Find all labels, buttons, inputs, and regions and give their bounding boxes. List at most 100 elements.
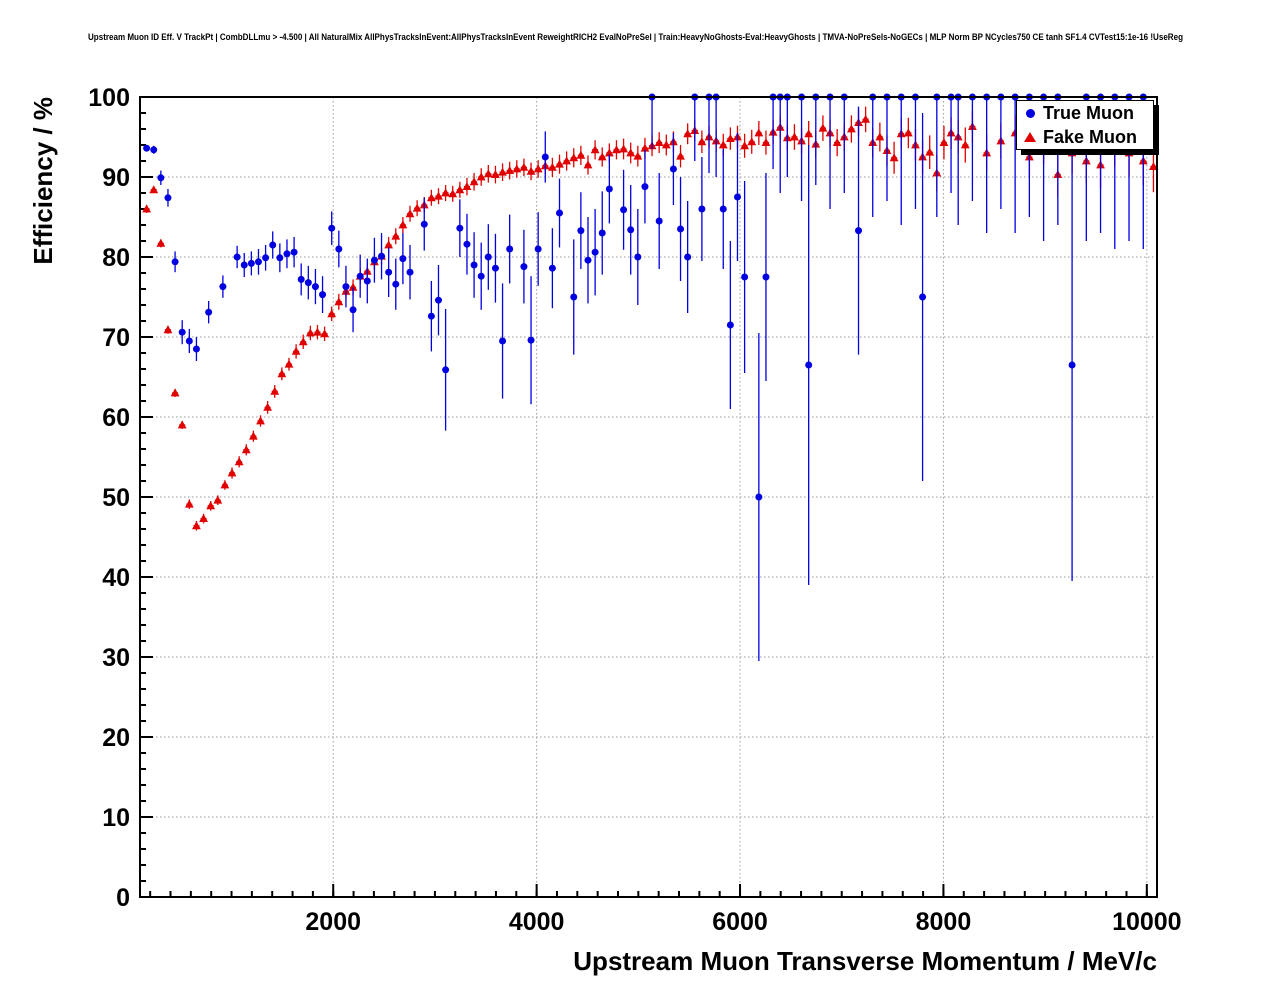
data-point-triangle [903, 128, 913, 137]
y-tick-label: 50 [102, 484, 130, 512]
data-point-circle [598, 229, 606, 237]
data-point-triangle [491, 170, 500, 178]
data-point-circle [762, 273, 770, 281]
data-point-circle [254, 258, 262, 266]
data-point-circle [276, 254, 284, 262]
data-point-circle [520, 263, 528, 271]
x-axis-title: Upstream Muon Transverse Momentum / MeV/… [573, 946, 1157, 976]
y-tick-label: 0 [116, 884, 130, 912]
data-point-circle [406, 268, 414, 276]
data-point-circle [392, 280, 400, 288]
data-point-triangle [469, 177, 479, 186]
data-point-circle [655, 217, 663, 225]
data-point-circle [726, 321, 734, 329]
data-point-circle [171, 258, 179, 266]
data-point-triangle [234, 457, 244, 466]
data-point-circle [283, 250, 291, 258]
data-point-triangle [391, 231, 401, 240]
data-point-circle [570, 293, 578, 301]
data-point-circle [484, 253, 492, 261]
data-point-triangle [227, 468, 237, 477]
data-point-triangle [725, 134, 735, 142]
x-tick-label: 6000 [712, 908, 768, 936]
data-point-triangle [604, 148, 614, 157]
data-point-triangle [412, 203, 422, 212]
data-point-triangle [939, 138, 949, 146]
data-point-circle [164, 194, 172, 202]
data-point-circle [527, 336, 535, 344]
data-point-triangle [1149, 162, 1158, 170]
data-point-triangle [619, 144, 628, 153]
data-point-circle [755, 493, 763, 501]
data-point-triangle [569, 153, 579, 162]
data-point-triangle [861, 114, 871, 123]
fake-muon-marker-icon [1024, 132, 1036, 142]
data-point-circle [311, 283, 319, 291]
data-point-triangle [305, 328, 315, 337]
data-point-circle [641, 183, 649, 191]
data-point-circle [297, 275, 305, 283]
y-axis-title: Efficiency / % [28, 97, 58, 265]
data-point-circle [463, 240, 471, 248]
data-point-circle [605, 185, 613, 193]
data-point-triangle [697, 137, 707, 146]
data-point-triangle [384, 240, 394, 249]
data-point-triangle [291, 346, 301, 355]
data-point-triangle [583, 160, 593, 169]
data-point-circle [269, 241, 277, 249]
data-point-triangle [576, 150, 586, 159]
data-point-circle [185, 337, 193, 345]
data-point-triangle [270, 386, 280, 395]
data-point-circle [627, 226, 635, 234]
data-point-triangle [683, 129, 693, 138]
legend-label: Fake Muon [1043, 127, 1138, 147]
data-point-triangle [654, 138, 664, 146]
data-point-triangle [597, 152, 607, 161]
data-point-triangle [505, 166, 515, 174]
data-point-triangle [213, 495, 223, 504]
data-point-circle [534, 245, 542, 253]
data-point-circle [363, 277, 371, 285]
plot-frame [139, 96, 1158, 898]
data-point-circle [805, 361, 813, 369]
data-point-triangle [398, 220, 408, 229]
data-point-triangle [476, 172, 486, 181]
data-point-triangle [256, 416, 265, 425]
data-point-circle [591, 248, 599, 256]
data-point-triangle [263, 402, 273, 411]
data-point-triangle [455, 185, 465, 194]
data-point-circle [506, 245, 514, 253]
data-point-circle [1068, 361, 1076, 369]
data-point-circle [677, 225, 685, 233]
data-point-circle [335, 245, 343, 253]
data-point-triangle [960, 140, 970, 149]
data-point-circle [541, 153, 549, 161]
y-tick-label: 20 [102, 724, 130, 752]
y-tick-label: 10 [102, 804, 130, 832]
y-tick-label: 60 [102, 404, 130, 432]
data-point-triangle [149, 185, 159, 194]
data-point-triangle [790, 132, 799, 141]
data-point-circle [470, 261, 478, 269]
data-point-circle [420, 220, 428, 228]
data-point-triangle [192, 521, 201, 530]
data-point-circle [477, 272, 485, 280]
data-point-triangle [526, 166, 536, 175]
data-point-circle [919, 293, 927, 301]
data-point-circle [442, 366, 450, 374]
data-point-circle [143, 144, 151, 152]
tick-labels: 0 10 20 30 40 50 60 70 80 90 100 2000 4000 6000 8000 10… [88, 84, 1181, 936]
data-point-circle [577, 227, 585, 235]
data-point-triangle [348, 282, 358, 291]
data-point-circle [349, 306, 357, 314]
data-point-triangle [483, 169, 493, 178]
data-point-circle [233, 253, 241, 261]
data-point-circle [434, 296, 442, 304]
y-tick-label: 80 [102, 244, 130, 272]
data-point-triangle [441, 188, 451, 197]
data-point-triangle [298, 337, 308, 346]
data-point-triangle [327, 309, 337, 318]
data-point-triangle [434, 191, 443, 200]
data-point-triangle [498, 167, 507, 176]
data-point-circle [192, 345, 200, 353]
